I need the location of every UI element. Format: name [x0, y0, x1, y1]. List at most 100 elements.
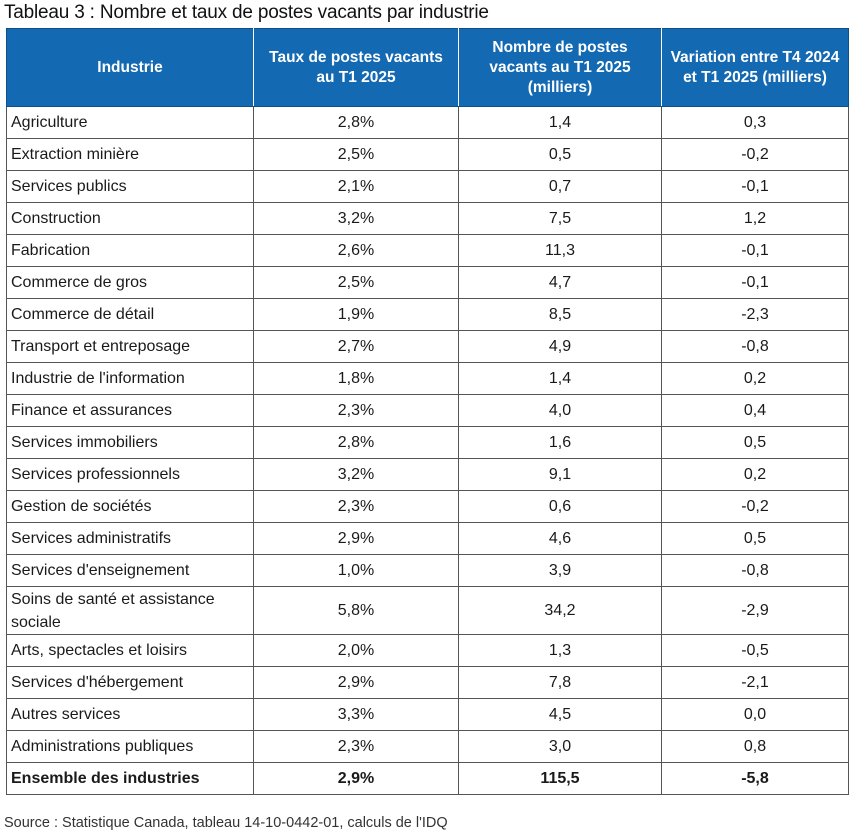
total-count-cell: 115,5: [458, 762, 662, 795]
count-cell: 0,6: [458, 490, 662, 523]
total-variation-cell: -5,8: [661, 762, 849, 795]
table-row: Services administratifs 2,9% 4,6 0,5: [6, 522, 849, 555]
variation-cell: 0,4: [661, 394, 849, 427]
variation-cell: -0,8: [661, 554, 849, 587]
count-cell: 11,3: [458, 234, 662, 267]
count-cell: 3,9: [458, 554, 662, 587]
rate-cell: 2,1%: [253, 170, 459, 203]
count-cell: 1,3: [458, 634, 662, 667]
table-title: Tableau 3 : Nombre et taux de postes vac…: [4, 2, 489, 23]
count-cell: 7,8: [458, 666, 662, 699]
variation-cell: -0,1: [661, 234, 849, 267]
table-row: Services d'enseignement 1,0% 3,9 -0,8: [6, 554, 849, 587]
industry-cell: Commerce de détail: [6, 298, 254, 331]
table-row: Agriculture 2,8% 1,4 0,3: [6, 106, 849, 139]
count-cell: 4,6: [458, 522, 662, 555]
variation-cell: -2,1: [661, 666, 849, 699]
variation-cell: 0,8: [661, 730, 849, 763]
table-row: Transport et entreposage 2,7% 4,9 -0,8: [6, 330, 849, 363]
industry-cell: Commerce de gros: [6, 266, 254, 299]
rate-cell: 2,0%: [253, 634, 459, 667]
variation-cell: -0,2: [661, 138, 849, 171]
source-note: Source : Statistique Canada, tableau 14-…: [4, 815, 448, 831]
industry-cell: Fabrication: [6, 234, 254, 267]
table-row: Construction 3,2% 7,5 1,2: [6, 202, 849, 235]
variation-cell: 1,2: [661, 202, 849, 235]
variation-cell: -2,3: [661, 298, 849, 331]
header-rate: Taux de postes vacants au T1 2025: [253, 28, 459, 107]
industry-cell: Autres services: [6, 698, 254, 731]
variation-cell: 0,5: [661, 522, 849, 555]
table-row: Commerce de gros 2,5% 4,7 -0,1: [6, 266, 849, 299]
industry-cell: Services d'hébergement: [6, 666, 254, 699]
table-row: Services d'hébergement 2,9% 7,8 -2,1: [6, 666, 849, 699]
variation-cell: -0,1: [661, 266, 849, 299]
industry-cell: Soins de santé et assistance sociale: [6, 586, 254, 635]
table-row: Services immobiliers 2,8% 1,6 0,5: [6, 426, 849, 459]
rate-cell: 1,8%: [253, 362, 459, 395]
count-cell: 3,0: [458, 730, 662, 763]
industry-cell: Services publics: [6, 170, 254, 203]
rate-cell: 2,9%: [253, 666, 459, 699]
rate-cell: 2,5%: [253, 138, 459, 171]
header-count: Nombre de postes vacants au T1 2025 (mil…: [458, 28, 662, 107]
count-cell: 34,2: [458, 586, 662, 635]
count-cell: 0,5: [458, 138, 662, 171]
industry-cell: Construction: [6, 202, 254, 235]
table-body: Agriculture 2,8% 1,4 0,3 Extraction minière…: [6, 106, 849, 795]
variation-cell: -0,5: [661, 634, 849, 667]
rate-cell: 1,0%: [253, 554, 459, 587]
table-row: Services professionnels 3,2% 9,1 0,2: [6, 458, 849, 491]
count-cell: 1,6: [458, 426, 662, 459]
table-row: Administrations publiques 2,3% 3,0 0,8: [6, 730, 849, 763]
total-row: Ensemble des industries 2,9% 115,5 -5,8: [6, 762, 849, 795]
industry-cell: Arts, spectacles et loisirs: [6, 634, 254, 667]
rate-cell: 2,3%: [253, 490, 459, 523]
total-rate-cell: 2,9%: [253, 762, 459, 795]
total-industry-cell: Ensemble des industries: [6, 762, 254, 795]
count-cell: 4,7: [458, 266, 662, 299]
industry-cell: Services immobiliers: [6, 426, 254, 459]
table-row: Gestion de sociétés 2,3% 0,6 -0,2: [6, 490, 849, 523]
variation-cell: -0,2: [661, 490, 849, 523]
vacancy-table: Industrie Taux de postes vacants au T1 2…: [6, 28, 849, 795]
count-cell: 4,9: [458, 330, 662, 363]
rate-cell: 2,3%: [253, 730, 459, 763]
count-cell: 1,4: [458, 362, 662, 395]
industry-cell: Industrie de l'information: [6, 362, 254, 395]
rate-cell: 1,9%: [253, 298, 459, 331]
rate-cell: 3,3%: [253, 698, 459, 731]
table-row: Extraction minière 2,5% 0,5 -0,2: [6, 138, 849, 171]
rate-cell: 2,9%: [253, 522, 459, 555]
header-industry: Industrie: [6, 28, 254, 107]
rate-cell: 2,5%: [253, 266, 459, 299]
industry-cell: Gestion de sociétés: [6, 490, 254, 523]
rate-cell: 5,8%: [253, 586, 459, 635]
industry-cell: Administrations publiques: [6, 730, 254, 763]
industry-cell: Services administratifs: [6, 522, 254, 555]
count-cell: 1,4: [458, 106, 662, 139]
variation-cell: 0,5: [661, 426, 849, 459]
table-row: Finance et assurances 2,3% 4,0 0,4: [6, 394, 849, 427]
table-row: Arts, spectacles et loisirs 2,0% 1,3 -0,5: [6, 634, 849, 667]
variation-cell: 0,2: [661, 362, 849, 395]
count-cell: 7,5: [458, 202, 662, 235]
industry-cell: Finance et assurances: [6, 394, 254, 427]
rate-cell: 3,2%: [253, 202, 459, 235]
rate-cell: 3,2%: [253, 458, 459, 491]
variation-cell: -0,1: [661, 170, 849, 203]
rate-cell: 2,8%: [253, 426, 459, 459]
variation-cell: -2,9: [661, 586, 849, 635]
industry-cell: Services d'enseignement: [6, 554, 254, 587]
table-row: Industrie de l'information 1,8% 1,4 0,2: [6, 362, 849, 395]
count-cell: 4,0: [458, 394, 662, 427]
rate-cell: 2,6%: [253, 234, 459, 267]
variation-cell: -0,8: [661, 330, 849, 363]
rate-cell: 2,3%: [253, 394, 459, 427]
header-row: Industrie Taux de postes vacants au T1 2…: [6, 28, 849, 107]
table-row: Commerce de détail 1,9% 8,5 -2,3: [6, 298, 849, 331]
rate-cell: 2,7%: [253, 330, 459, 363]
table-row: Autres services 3,3% 4,5 0,0: [6, 698, 849, 731]
variation-cell: 0,3: [661, 106, 849, 139]
